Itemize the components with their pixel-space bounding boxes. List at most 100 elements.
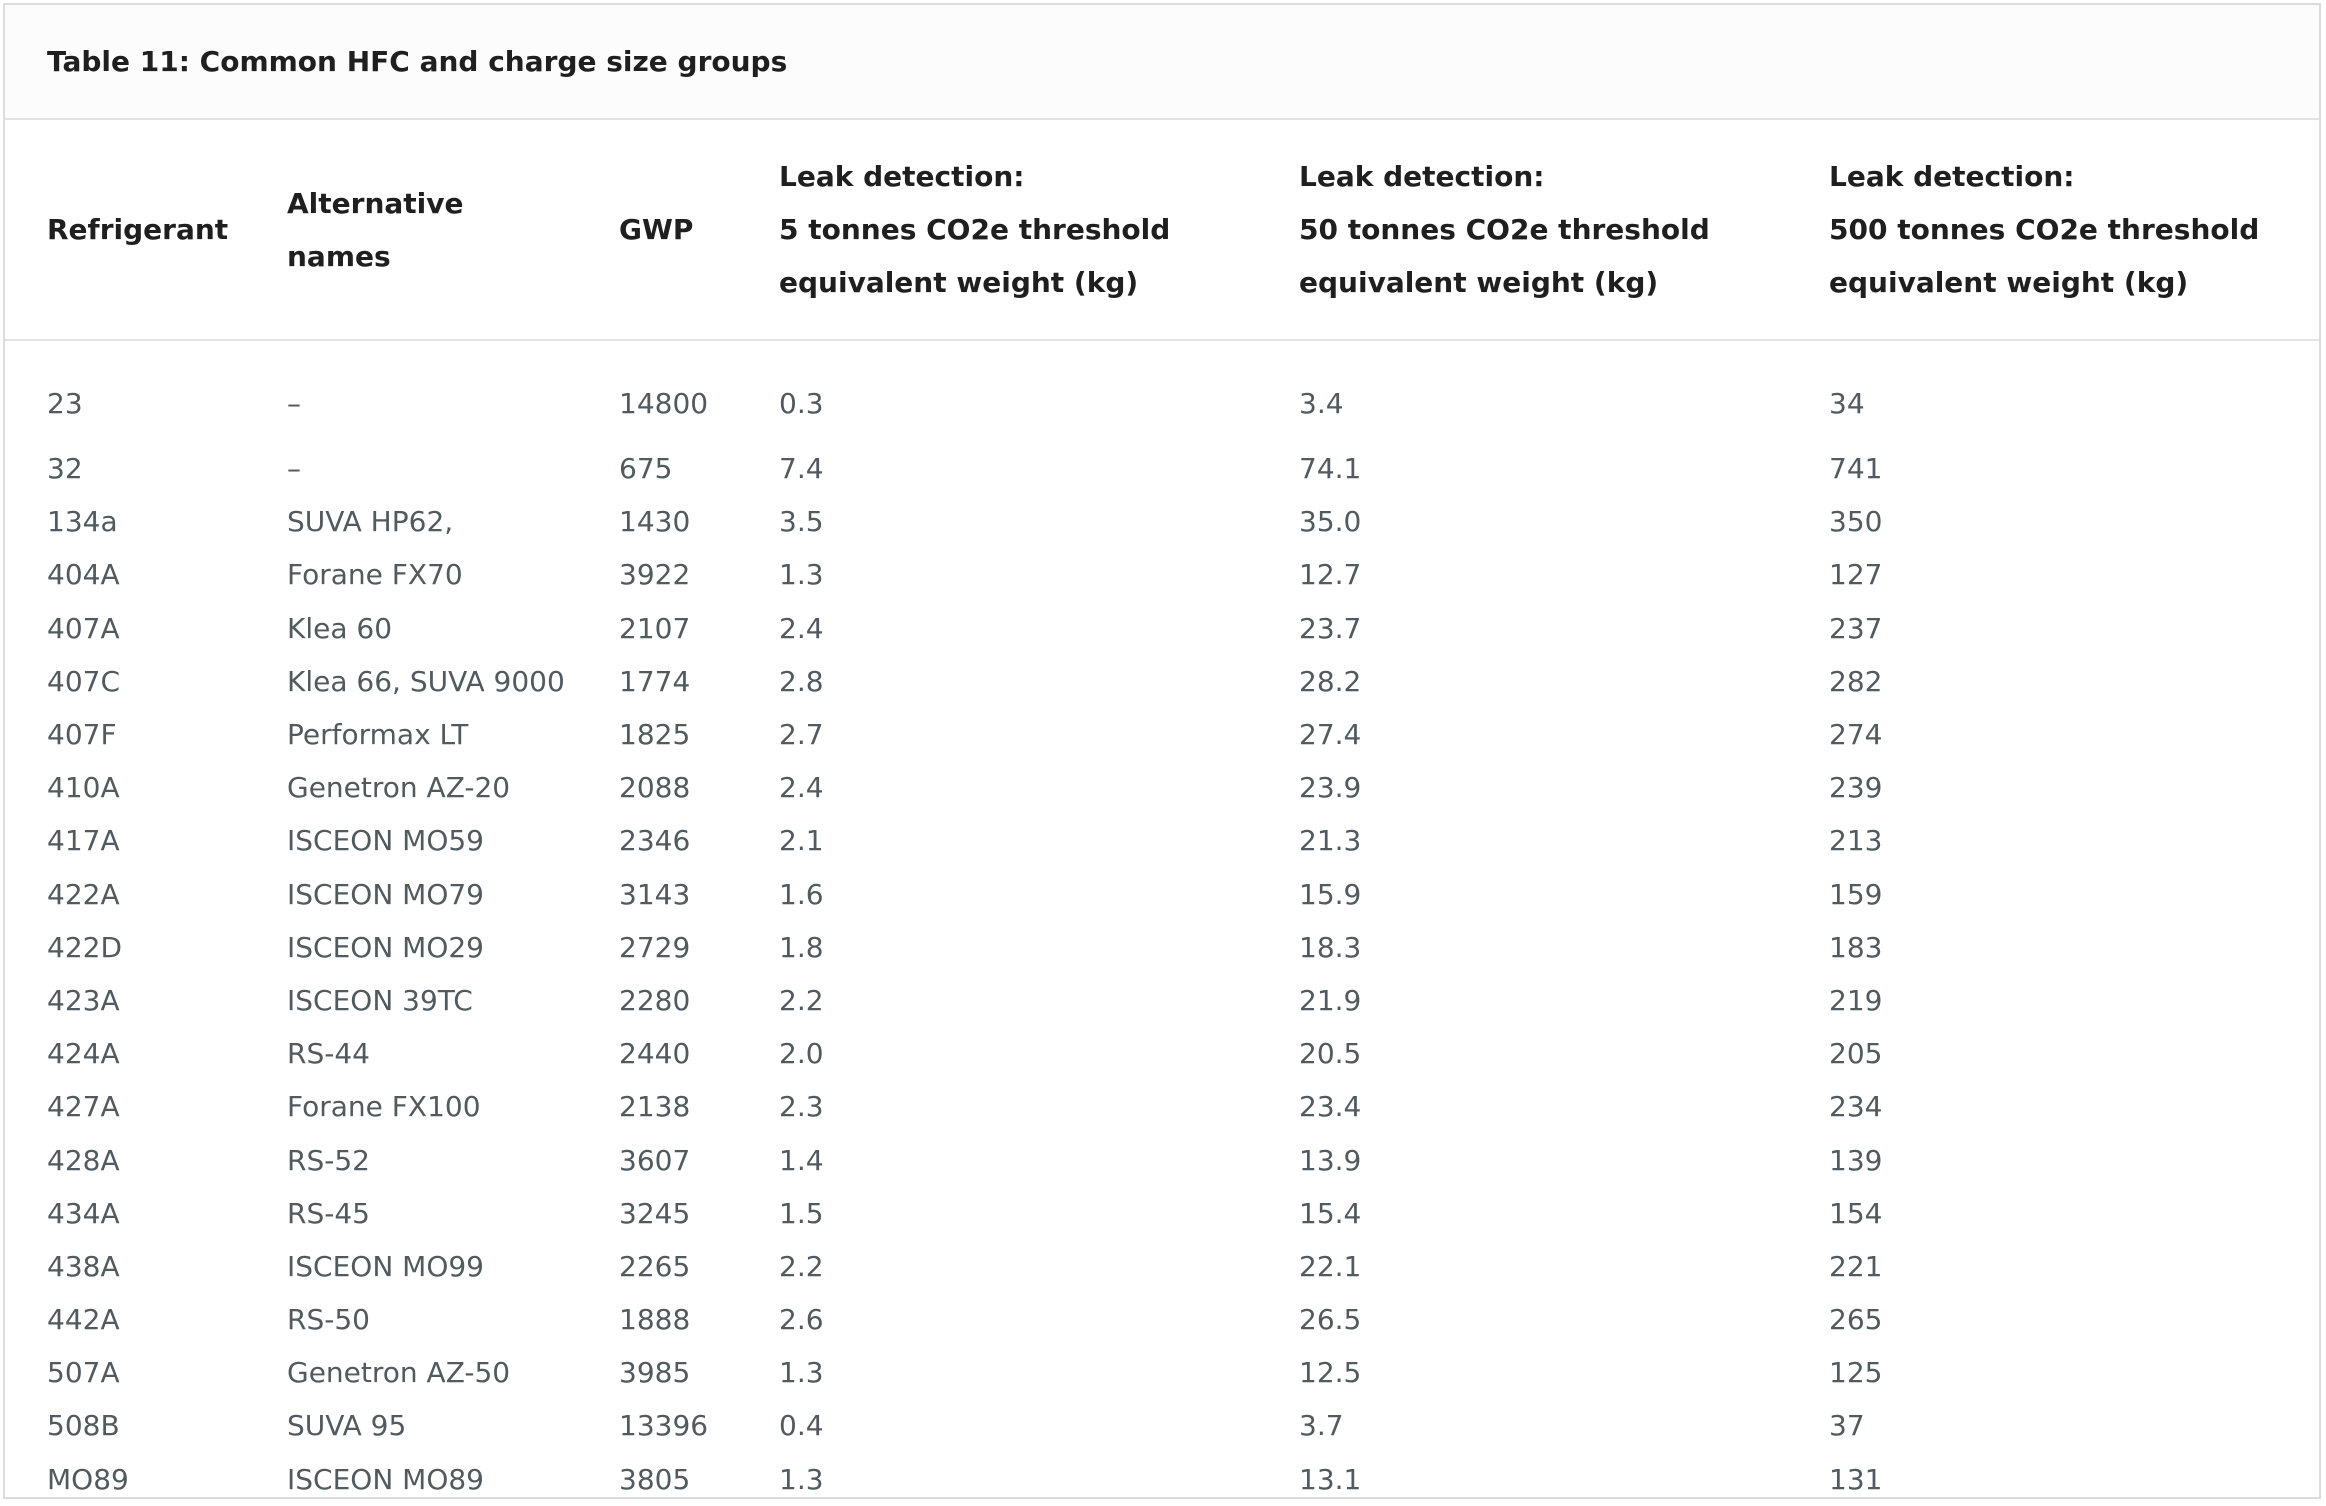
table-cell: 2.8 <box>779 664 824 698</box>
table-cell: ISCEON MO79 <box>287 877 484 911</box>
column-header-line: equivalent weight (kg) <box>1829 266 2189 299</box>
table-cell: 2729 <box>619 930 691 964</box>
table-cell: 2.2 <box>779 1249 824 1283</box>
column-header-3: GWP <box>577 120 737 341</box>
table-row: 508B SUVA 95 13396 0.4 3.7 37 <box>5 1399 2319 1452</box>
table-cell: 442A <box>47 1303 120 1337</box>
table-cell: Genetron AZ-20 <box>287 771 511 805</box>
table-row: 407F Performax LT 1825 2.7 27.4 274 <box>5 708 2319 761</box>
table-cell: 265 <box>1829 1303 1883 1337</box>
table-cell: 213 <box>1829 824 1883 858</box>
table-cell: 13.1 <box>1299 1462 1362 1496</box>
table-cell: Genetron AZ-50 <box>287 1356 511 1390</box>
table-cell: 675 <box>619 452 673 486</box>
table-cell: 159 <box>1829 877 1883 911</box>
table-cell: MO89 <box>47 1462 129 1496</box>
table-row: 134a SUVA HP62, 1430 3.5 35.0 350 <box>5 495 2319 548</box>
table-cell: 2.3 <box>779 1090 824 1124</box>
table-cell: 3143 <box>619 877 691 911</box>
column-header-line: 500 tonnes CO2e threshold <box>1829 213 2260 246</box>
table-cell: 23.4 <box>1299 1090 1362 1124</box>
table-cell: 23.7 <box>1299 611 1362 645</box>
table-cell: 274 <box>1829 718 1883 752</box>
table-cell: 1.8 <box>779 930 824 964</box>
table-cell: 407F <box>47 718 117 752</box>
table-cell: 438A <box>47 1249 120 1283</box>
table-cell: 3985 <box>619 1356 691 1390</box>
table-cell: Performax LT <box>287 718 469 752</box>
table-cell: 417A <box>47 824 120 858</box>
table-cell: 741 <box>1829 452 1883 486</box>
table-cell: – <box>287 452 301 486</box>
table-cell: Klea 60 <box>287 611 393 645</box>
table-cell: 282 <box>1829 664 1883 698</box>
table-cell: 2280 <box>619 983 691 1017</box>
column-header-line: Leak detection: <box>1829 160 2075 193</box>
column-header-line: 50 tonnes CO2e threshold <box>1299 213 1710 246</box>
table-cell: 13.9 <box>1299 1143 1362 1177</box>
table-cell: 21.3 <box>1299 824 1362 858</box>
table-cell: 15.9 <box>1299 877 1362 911</box>
table-cell: 2138 <box>619 1090 691 1124</box>
table-cell: 23.9 <box>1299 771 1362 805</box>
table-cell: 27.4 <box>1299 718 1362 752</box>
table-cell: 424A <box>47 1037 120 1071</box>
table-cell: 1.6 <box>779 877 824 911</box>
table-cell: 1.4 <box>779 1143 824 1177</box>
table-cell: 139 <box>1829 1143 1883 1177</box>
table-cell: 1774 <box>619 664 691 698</box>
table-cell: RS-52 <box>287 1143 370 1177</box>
column-header-line: Leak detection: <box>779 160 1025 193</box>
table-cell: ISCEON 39TC <box>287 983 473 1017</box>
table-cell: SUVA HP62, <box>287 505 454 539</box>
table-cell: 34 <box>1829 387 1865 420</box>
table-cell: 410A <box>47 771 120 805</box>
table-cell: 3607 <box>619 1143 691 1177</box>
table-cell: 1.3 <box>779 558 824 592</box>
table-cell: 428A <box>47 1143 120 1177</box>
table-row: 424A RS-44 2440 2.0 20.5 205 <box>5 1027 2319 1080</box>
table-cell: Forane FX100 <box>287 1090 481 1124</box>
table-cell: 13396 <box>619 1409 709 1443</box>
table-cell: 0.3 <box>779 387 824 420</box>
column-header-line: Refrigerant <box>47 213 229 246</box>
table-cell: 37 <box>1829 1409 1865 1443</box>
table-cell: 434A <box>47 1196 120 1230</box>
table-cell: 404A <box>47 558 120 592</box>
table-cell: 3.5 <box>779 505 824 539</box>
column-header-line: equivalent weight (kg) <box>779 266 1139 299</box>
table-cell: 183 <box>1829 930 1883 964</box>
table-cell: 507A <box>47 1356 120 1390</box>
hfc-table: Refrigerant Alternative names GWP Leak detec… <box>5 120 2319 1506</box>
table-cell: 423A <box>47 983 120 1017</box>
column-header-line: equivalent weight (kg) <box>1299 266 1659 299</box>
table-cell: 2.4 <box>779 611 824 645</box>
table-cell: 1430 <box>619 505 691 539</box>
table-cell: 422A <box>47 877 120 911</box>
table-cell: 2.6 <box>779 1303 824 1337</box>
table-row: 507A Genetron AZ-50 3985 1.3 12.5 125 <box>5 1346 2319 1399</box>
table-caption: Table 11: Common HFC and charge size gro… <box>5 5 2319 120</box>
table-body: 23 – 14800 0.3 3.4 34 32 – 675 7.4 74.1 741 134a SUVA… <box>5 340 2319 1506</box>
table-row: MO89 ISCEON MO89 3805 1.3 13.1 131 <box>5 1453 2319 1506</box>
table-cell: 427A <box>47 1090 120 1124</box>
table-row: 407C Klea 66, SUVA 9000 1774 2.8 28.2 282 <box>5 655 2319 708</box>
table-cell: 127 <box>1829 558 1883 592</box>
header-row: Refrigerant Alternative names GWP Leak detec… <box>5 120 2319 341</box>
table-row: 438A ISCEON MO99 2265 2.2 22.1 221 <box>5 1240 2319 1293</box>
table-cell: 18.3 <box>1299 930 1362 964</box>
table-cell: 32 <box>47 452 83 486</box>
table-cell: 21.9 <box>1299 983 1362 1017</box>
table-cell: 3245 <box>619 1196 691 1230</box>
table-cell: 234 <box>1829 1090 1883 1124</box>
table-head: Refrigerant Alternative names GWP Leak detec… <box>5 120 2319 341</box>
table-cell: 26.5 <box>1299 1303 1362 1337</box>
table-cell: ISCEON MO29 <box>287 930 484 964</box>
table-row: 404A Forane FX70 3922 1.3 12.7 127 <box>5 548 2319 601</box>
table-cell: 131 <box>1829 1462 1883 1496</box>
table-cell: 2265 <box>619 1249 691 1283</box>
table-cell: 407A <box>47 611 120 645</box>
table-cell: 2088 <box>619 771 691 805</box>
table-cell: 1.3 <box>779 1356 824 1390</box>
table-cell: 7.4 <box>779 452 824 486</box>
